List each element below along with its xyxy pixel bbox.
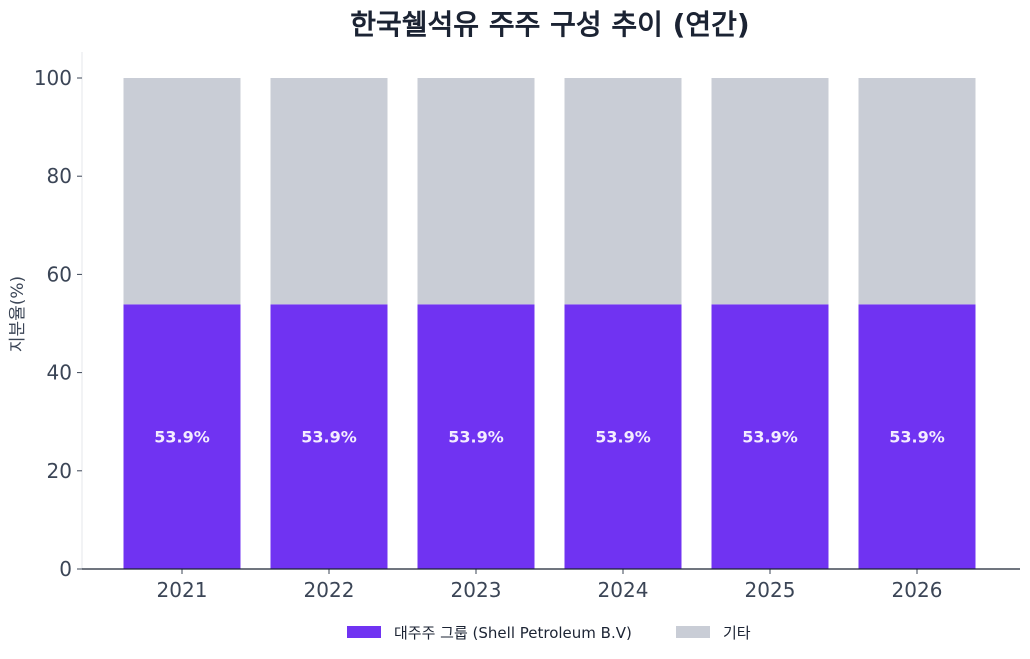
legend-swatch (676, 626, 710, 638)
plot-area: 0 20 40 60 80 100 53.9% 2021 53.9% 2022 53.9% 2023 5… (34, 52, 1020, 602)
bar-value-label: 53.9% (889, 428, 945, 447)
legend-label: 대주주 그룹 (Shell Petroleum B.V) (394, 624, 632, 642)
y-tick-label: 0 (59, 557, 72, 581)
y-tick-label: 20 (47, 459, 72, 483)
chart-title: 한국쉘석유 주주 구성 추이 (연간) (350, 8, 749, 41)
x-tick-label: 2026 (892, 578, 943, 602)
bar-major-shareholder-2023 (417, 304, 535, 569)
bar-value-label: 53.9% (154, 428, 210, 447)
x-tick-label: 2024 (598, 578, 649, 602)
legend: 대주주 그룹 (Shell Petroleum B.V) 기타 (347, 624, 751, 642)
bar-value-label: 53.9% (595, 428, 651, 447)
bar-other-2021 (123, 78, 241, 305)
legend-swatch (347, 626, 381, 638)
x-tick-label: 2025 (745, 578, 796, 602)
y-axis-label: 지분율(%) (8, 276, 28, 352)
bar-major-shareholder-2025 (711, 304, 829, 569)
bar-other-2023 (417, 78, 535, 305)
x-tick-label: 2023 (451, 578, 502, 602)
x-tick-label: 2021 (157, 578, 208, 602)
bar-value-label: 53.9% (448, 428, 504, 447)
y-tick-label: 100 (34, 66, 72, 90)
bar-value-label: 53.9% (301, 428, 357, 447)
bar-other-2026 (858, 78, 976, 305)
bar-major-shareholder-2021 (123, 304, 241, 569)
bar-other-2022 (270, 78, 388, 305)
y-tick-label: 80 (47, 164, 72, 188)
y-tick-label: 40 (47, 361, 72, 385)
bar-value-label: 53.9% (742, 428, 798, 447)
bar-major-shareholder-2022 (270, 304, 388, 569)
bar-major-shareholder-2024 (564, 304, 682, 569)
bar-major-shareholder-2026 (858, 304, 976, 569)
bar-other-2024 (564, 78, 682, 305)
x-tick-label: 2022 (304, 578, 355, 602)
y-tick-label: 60 (47, 262, 72, 286)
bar-other-2025 (711, 78, 829, 305)
legend-label: 기타 (723, 624, 751, 642)
